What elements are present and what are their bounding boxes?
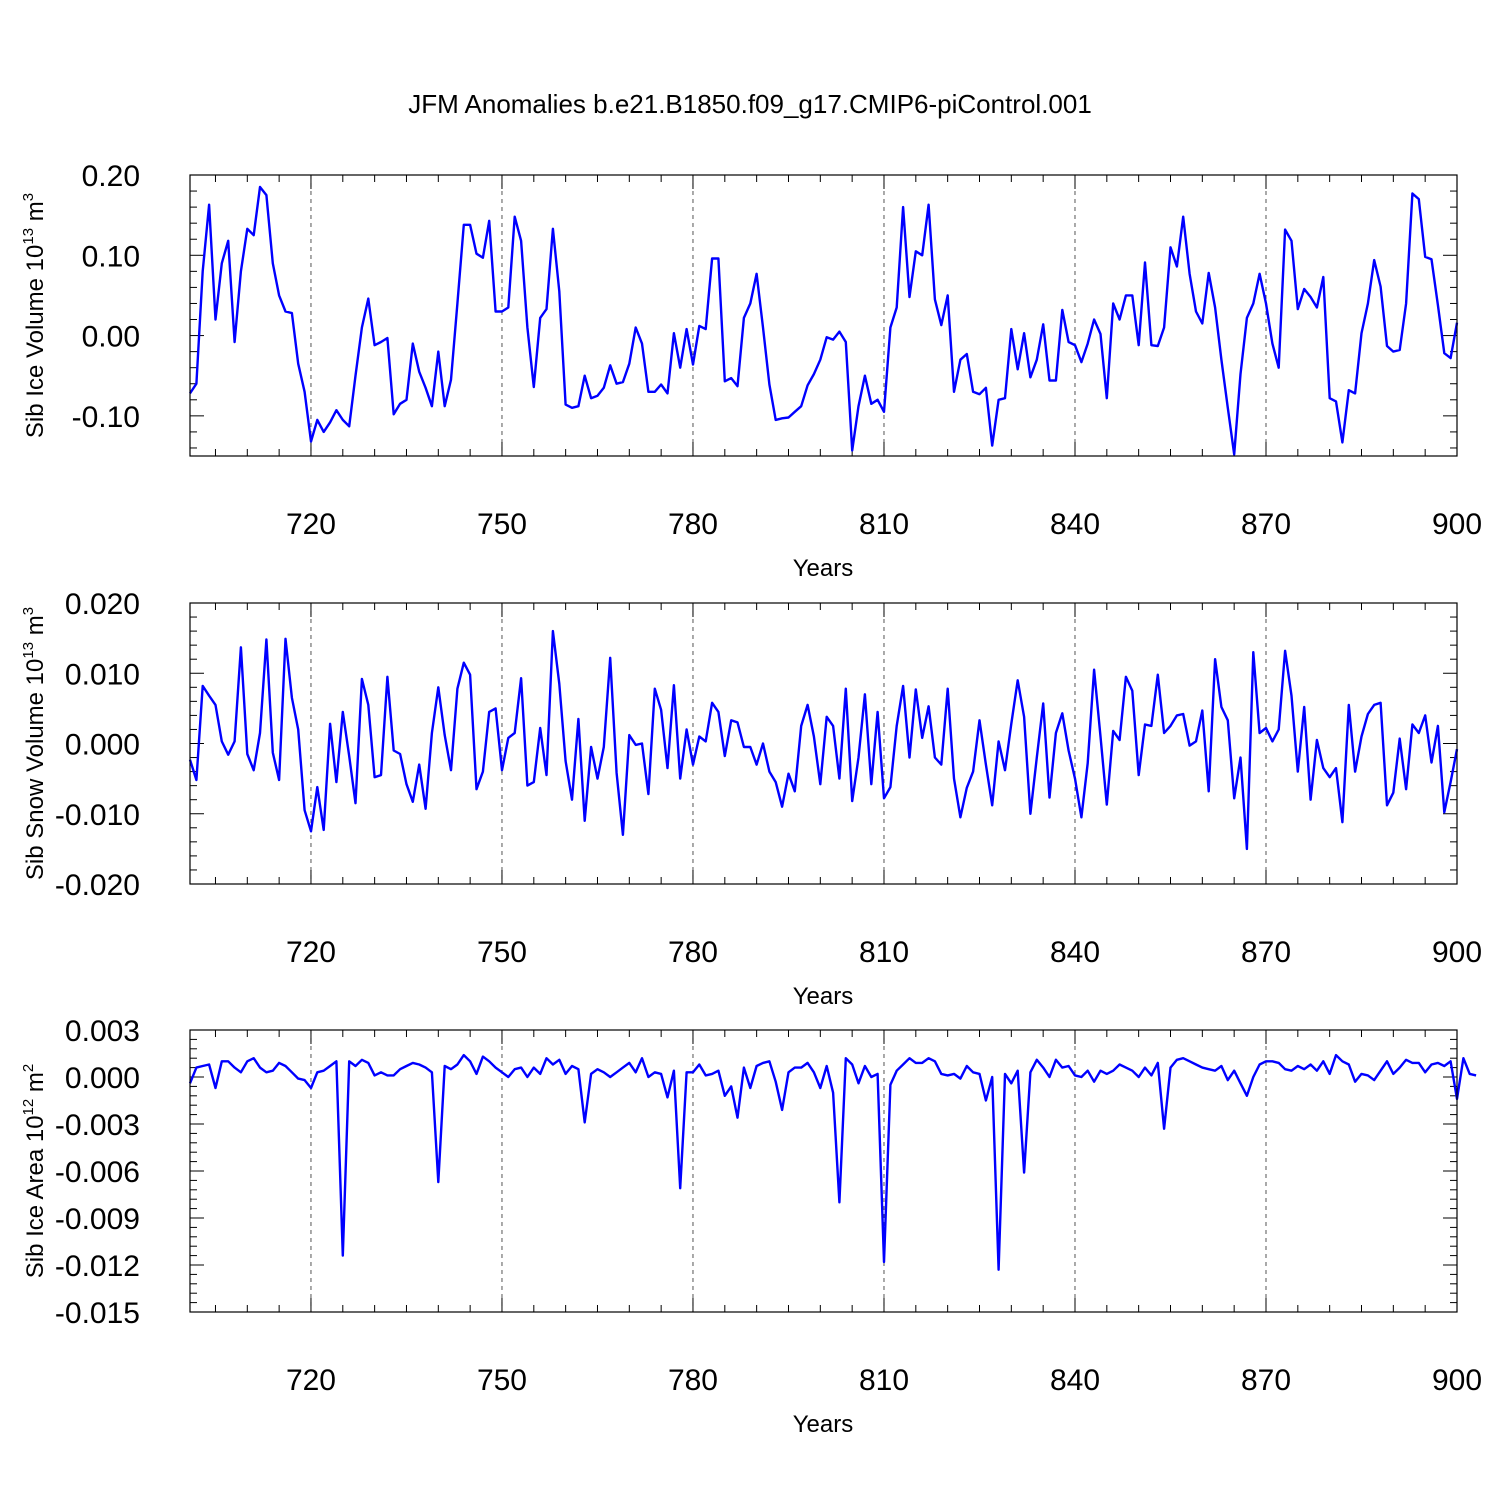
y-tick-label: 0.003 [65, 1015, 140, 1048]
x-tick-label: 870 [1241, 1364, 1291, 1397]
x-tick-label: 870 [1241, 508, 1291, 541]
series-line-1-1 [188, 185, 1459, 456]
x-tick-label: 750 [477, 1364, 527, 1397]
panel-1: -0.10 0.00 0.10 0.20 720 750 780 810 840 870 900 Ye… [20, 160, 1482, 582]
y-tick-label: -0.012 [55, 1250, 140, 1283]
x-tick-label: 750 [477, 508, 527, 541]
x-tick-label: 810 [859, 508, 909, 541]
y-tick-label: 0.20 [82, 160, 140, 193]
x-axis-title: Years [793, 1411, 854, 1438]
plot-frame [189, 602, 1458, 885]
y-tick-label: -0.015 [55, 1297, 140, 1330]
x-tick-label: 720 [286, 936, 336, 969]
y-tick-label: -0.009 [55, 1203, 140, 1236]
x-tick-label: 780 [668, 1364, 718, 1397]
y-tick-label: 0.00 [82, 321, 140, 354]
y-tick-label: -0.10 [72, 401, 140, 434]
x-axis-title: Years [793, 983, 854, 1010]
y-tick-label: 0.10 [82, 240, 140, 273]
x-tick-label: 840 [1050, 1364, 1100, 1397]
x-tick-label: 810 [859, 1364, 909, 1397]
y-axis-title: Sib Ice Volume 1013 m3 [20, 193, 49, 438]
y-tick-label: 0.000 [65, 729, 140, 762]
x-tick-label: 780 [668, 936, 718, 969]
y-tick-label: -0.020 [55, 869, 140, 902]
y-tick-label: 0.000 [65, 1062, 140, 1095]
x-tick-label: 870 [1241, 936, 1291, 969]
x-tick-label: 750 [477, 936, 527, 969]
x-tick-label: 720 [286, 508, 336, 541]
chart-title: JFM Anomalies b.e21.B1850.f09_g17.CMIP6-… [408, 89, 1092, 119]
x-tick-label: 900 [1432, 508, 1482, 541]
series-line-2-1 [188, 629, 1459, 851]
y-tick-label: -0.010 [55, 799, 140, 832]
x-tick-label: 780 [668, 508, 718, 541]
x-tick-label: 810 [859, 936, 909, 969]
y-tick-label: 0.020 [65, 588, 140, 621]
x-axis-title: Years [793, 555, 854, 582]
x-tick-label: 840 [1050, 508, 1100, 541]
x-tick-label: 900 [1432, 936, 1482, 969]
x-tick-label: 840 [1050, 936, 1100, 969]
series-line-3-1 [188, 1053, 1477, 1271]
x-tick-label: 720 [286, 1364, 336, 1397]
plot-frame [189, 1029, 1458, 1313]
panel-2: -0.020 -0.010 0.000 0.010 0.020 720 750 780 810 8… [20, 588, 1482, 1010]
x-tick-label: 900 [1432, 1364, 1482, 1397]
y-tick-label: 0.010 [65, 658, 140, 691]
y-tick-label: -0.003 [55, 1109, 140, 1142]
plot-frame [189, 174, 1458, 457]
y-tick-label: -0.006 [55, 1156, 140, 1189]
y-axis-title: Sib Snow Volume 1013 m3 [20, 607, 49, 880]
y-axis-title: Sib Ice Area 1012 m2 [20, 1064, 49, 1278]
panel-3: -0.015 -0.012 -0.009 -0.006 -0.003 0.000 0.003… [20, 1015, 1482, 1438]
